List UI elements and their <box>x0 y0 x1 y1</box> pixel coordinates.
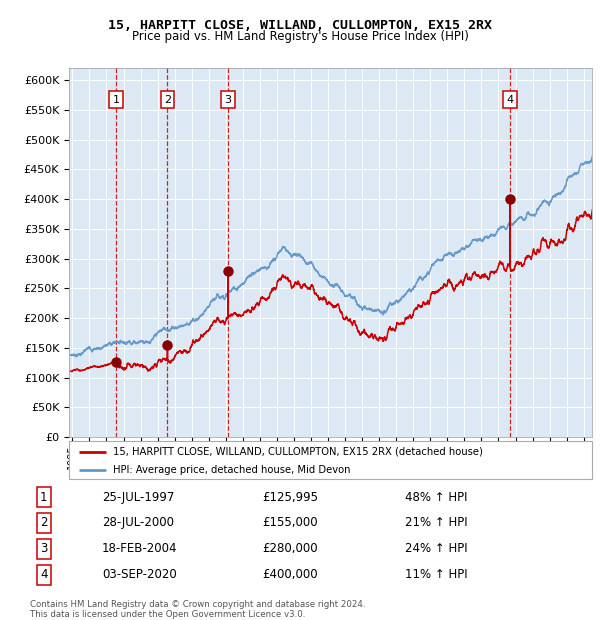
Text: £125,995: £125,995 <box>262 490 318 503</box>
Text: 18-FEB-2004: 18-FEB-2004 <box>102 542 177 556</box>
Text: 3: 3 <box>224 95 232 105</box>
Text: 1: 1 <box>113 95 119 105</box>
Text: Contains HM Land Registry data © Crown copyright and database right 2024.: Contains HM Land Registry data © Crown c… <box>30 600 365 609</box>
Text: 2: 2 <box>40 516 47 529</box>
Text: 21% ↑ HPI: 21% ↑ HPI <box>406 516 468 529</box>
Text: 15, HARPITT CLOSE, WILLAND, CULLOMPTON, EX15 2RX: 15, HARPITT CLOSE, WILLAND, CULLOMPTON, … <box>108 19 492 32</box>
Text: 03-SEP-2020: 03-SEP-2020 <box>102 569 176 582</box>
Text: 3: 3 <box>40 542 47 556</box>
Text: 48% ↑ HPI: 48% ↑ HPI <box>406 490 468 503</box>
Text: 1: 1 <box>40 490 47 503</box>
Text: 24% ↑ HPI: 24% ↑ HPI <box>406 542 468 556</box>
Text: 4: 4 <box>40 569 47 582</box>
Text: £280,000: £280,000 <box>262 542 317 556</box>
Text: 15, HARPITT CLOSE, WILLAND, CULLOMPTON, EX15 2RX (detached house): 15, HARPITT CLOSE, WILLAND, CULLOMPTON, … <box>113 447 484 457</box>
Text: This data is licensed under the Open Government Licence v3.0.: This data is licensed under the Open Gov… <box>30 610 305 619</box>
Text: Price paid vs. HM Land Registry's House Price Index (HPI): Price paid vs. HM Land Registry's House … <box>131 30 469 43</box>
Text: 28-JUL-2000: 28-JUL-2000 <box>102 516 174 529</box>
Text: £155,000: £155,000 <box>262 516 317 529</box>
Text: £400,000: £400,000 <box>262 569 317 582</box>
Text: 11% ↑ HPI: 11% ↑ HPI <box>406 569 468 582</box>
Text: 25-JUL-1997: 25-JUL-1997 <box>102 490 174 503</box>
Text: 2: 2 <box>164 95 171 105</box>
Text: HPI: Average price, detached house, Mid Devon: HPI: Average price, detached house, Mid … <box>113 466 351 476</box>
Text: 4: 4 <box>506 95 514 105</box>
FancyBboxPatch shape <box>69 441 592 479</box>
